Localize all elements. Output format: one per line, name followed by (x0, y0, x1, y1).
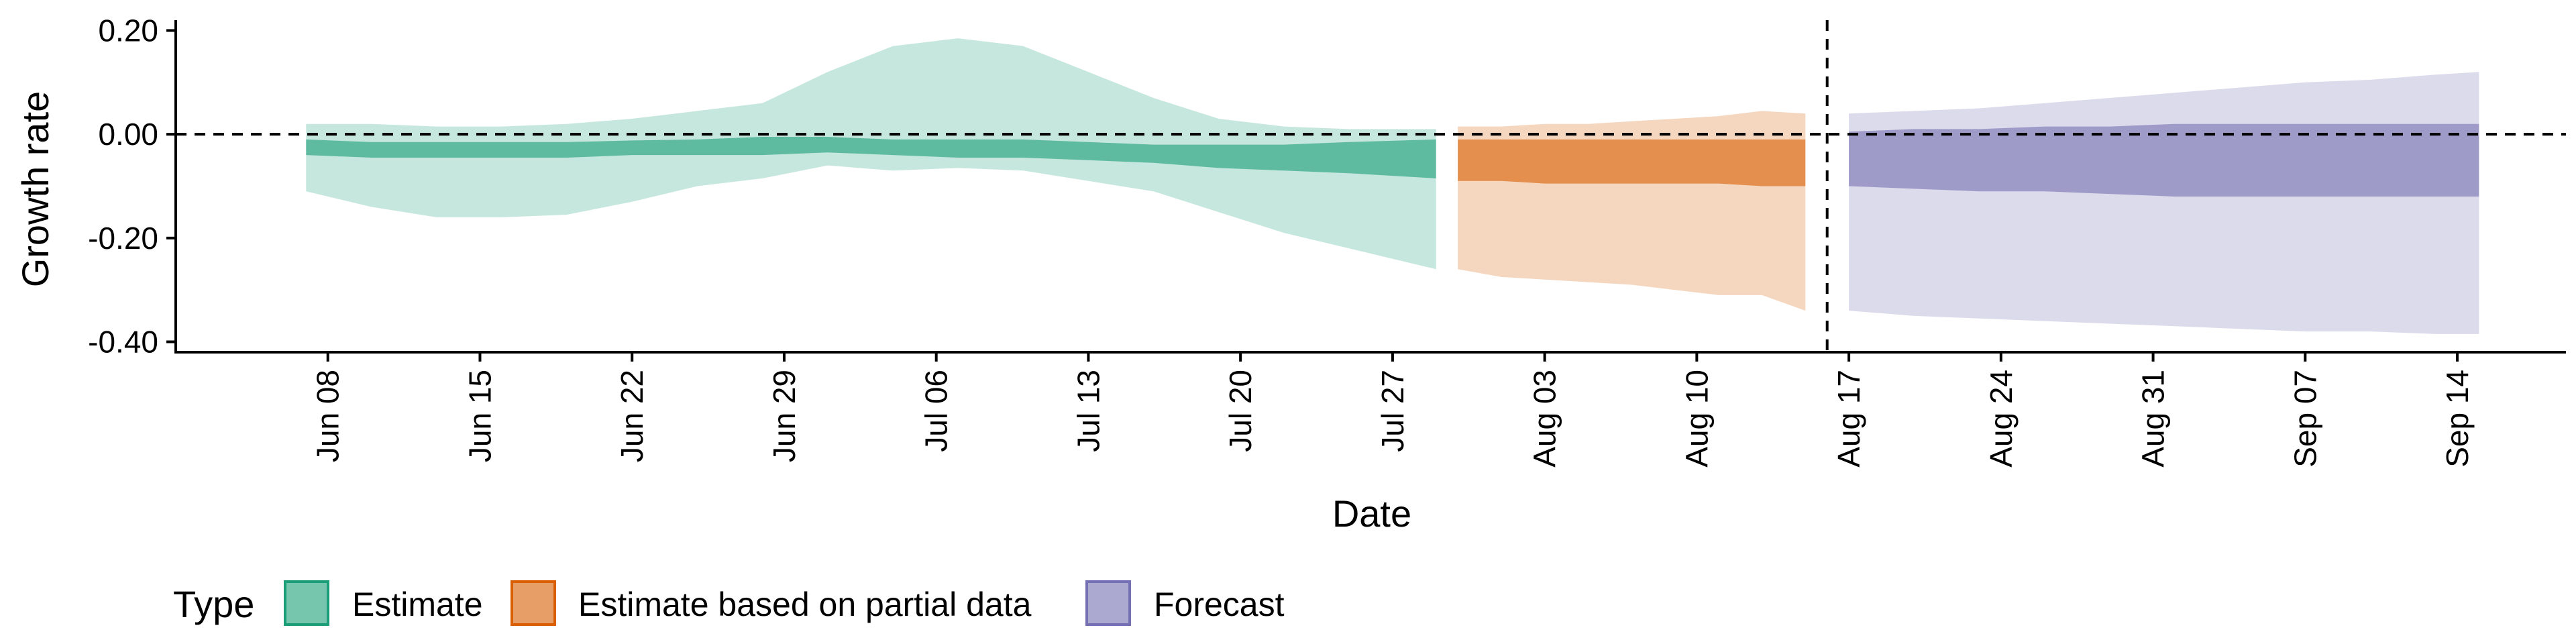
band-inner-forecast (1849, 123, 2479, 197)
y-tick-label: 0.20 (98, 13, 158, 48)
x-tick-label: Jul 27 (1375, 370, 1410, 452)
legend-label-forecast: Forecast (1154, 586, 1285, 623)
x-tick-label: Aug 03 (1527, 370, 1562, 468)
legend-label-estimate: Estimate (352, 586, 483, 623)
legend-key-forecast (1085, 580, 1131, 626)
reference-lines (176, 20, 2566, 352)
x-tick-label: Aug 17 (1831, 370, 1866, 468)
x-tick-label: Jun 08 (311, 370, 345, 462)
axes: 0.20 0.00 -0.20 -0.40 Jun 08 Jun 15 Jun 22 Jun … (88, 13, 2566, 468)
legend-key-estimate-based-on-partial-data (511, 580, 556, 626)
y-tick-label: -0.20 (88, 221, 158, 256)
x-tick-label: Aug 24 (1984, 370, 2019, 468)
y-tick-label: 0.00 (98, 117, 158, 152)
legend-label-estimate-based-on-partial-data: Estimate based on partial data (578, 586, 1032, 623)
x-tick-label: Aug 10 (1679, 370, 1714, 468)
legend: Type Estimate Estimate based on partial da… (173, 580, 1285, 626)
legend-title: Type (173, 583, 254, 625)
x-tick-label: Jul 06 (919, 370, 954, 452)
x-tick-label: Jun 22 (614, 370, 649, 462)
band-outer-forecast (1849, 72, 2479, 334)
x-tick-label: Sep 07 (2288, 370, 2322, 468)
band-inner-estimate (306, 137, 1436, 178)
x-tick-label: Jun 29 (767, 370, 802, 462)
x-tick-label: Jun 15 (463, 370, 498, 462)
band-inner-estimate-based-on-partial-data (1458, 139, 1806, 186)
y-axis-title: Growth rate (14, 91, 56, 288)
x-tick-label: Sep 14 (2440, 370, 2475, 468)
x-tick-label: Aug 31 (2136, 370, 2171, 468)
series-bands (306, 38, 2479, 334)
legend-key-estimate (284, 580, 329, 626)
x-tick-label: Jul 13 (1071, 370, 1106, 452)
x-tick-label: Jul 20 (1223, 370, 1258, 452)
y-tick-label: -0.40 (88, 325, 158, 360)
x-axis-title: Date (1332, 492, 1411, 535)
